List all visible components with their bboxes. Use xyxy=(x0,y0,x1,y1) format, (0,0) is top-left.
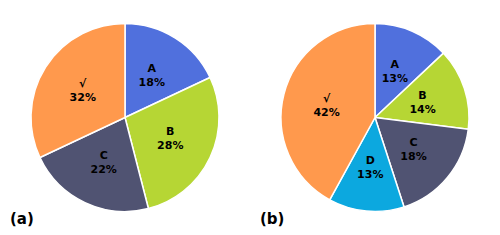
svg-text:A: A xyxy=(148,62,157,75)
svg-text:18%: 18% xyxy=(139,76,165,89)
svg-text:√: √ xyxy=(323,92,331,105)
svg-text:14%: 14% xyxy=(409,103,435,116)
svg-text:B: B xyxy=(166,125,174,138)
svg-text:C: C xyxy=(409,136,417,149)
svg-text:22%: 22% xyxy=(91,163,117,176)
svg-text:28%: 28% xyxy=(157,139,183,152)
svg-text:C: C xyxy=(100,149,108,162)
svg-text:√: √ xyxy=(79,77,87,90)
svg-text:13%: 13% xyxy=(382,72,408,85)
svg-text:D: D xyxy=(366,154,375,167)
svg-text:42%: 42% xyxy=(313,106,339,119)
svg-text:A: A xyxy=(391,58,400,71)
svg-text:13%: 13% xyxy=(357,168,383,181)
svg-text:B: B xyxy=(418,89,426,102)
svg-text:(a): (a) xyxy=(10,210,34,228)
svg-text:(b): (b) xyxy=(260,210,284,228)
svg-text:18%: 18% xyxy=(400,150,426,163)
svg-text:32%: 32% xyxy=(70,91,96,104)
